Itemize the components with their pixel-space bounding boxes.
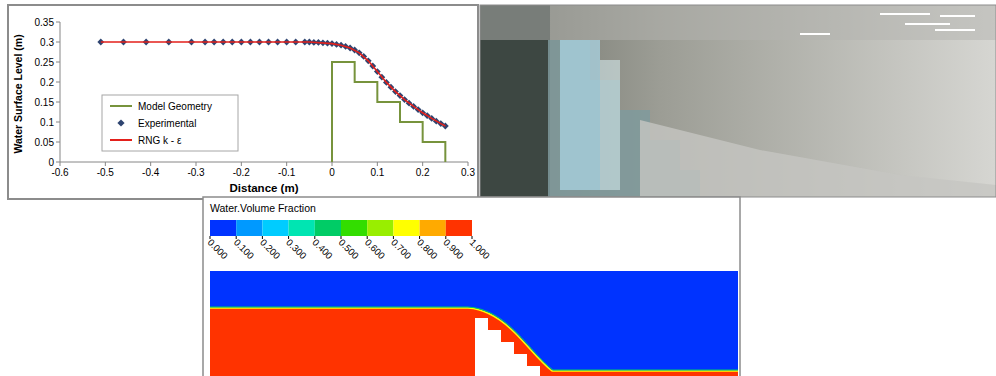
steps [475, 318, 540, 376]
colorbar-label: 1.000 [468, 237, 493, 262]
contour-field [210, 271, 738, 376]
x-tick [105, 162, 106, 166]
y-tick [56, 22, 60, 23]
x-tick [468, 162, 469, 166]
colorbar-label: 0.000 [206, 237, 231, 262]
chart-frame [8, 5, 478, 199]
y-tick-label: 0.3 [40, 37, 54, 48]
photo-flow [560, 40, 600, 190]
legend-swatch [110, 139, 132, 141]
x-tick [286, 162, 287, 166]
x-tick [377, 162, 378, 166]
y-tick [56, 102, 60, 103]
photo-background [480, 5, 996, 197]
x-tick-label: 0 [329, 167, 335, 178]
x-tick-label: -0.5 [97, 167, 115, 178]
photo-light [880, 13, 930, 15]
page: 0 0.05 0.1 0.15 0.2 0.25 0.3 0.35 -0.6 -0.5 -0.4 -0… [0, 0, 996, 376]
legend-swatch [110, 105, 132, 107]
colorbar-label: 0.600 [363, 237, 388, 262]
photo-frame [480, 5, 996, 197]
colorbar-cell [446, 220, 472, 236]
colorbar-cell [341, 220, 367, 236]
x-tick-label: 0.2 [416, 167, 430, 178]
colorbar-cell [236, 220, 262, 236]
legend-swatch [117, 119, 124, 126]
colorbar-label: 0.100 [232, 237, 257, 262]
y-axis [60, 22, 61, 162]
colorbar-label: 0.900 [441, 237, 466, 262]
y-tick [56, 82, 60, 83]
photo-light [940, 15, 975, 17]
colorbar-label: 0.400 [310, 237, 335, 262]
colorbar-cell [289, 220, 315, 236]
water-region [210, 308, 738, 376]
x-tick [150, 162, 151, 166]
colorbar-label: 0.800 [415, 237, 440, 262]
photo-light [935, 29, 975, 31]
colorbar-cell [262, 220, 288, 236]
y-tick [56, 62, 60, 63]
colorbar-label: 0.200 [258, 237, 283, 262]
photo-water [640, 120, 996, 197]
x-tick [422, 162, 423, 166]
legend-label: Model Geometry [138, 101, 212, 112]
y-tick-label: 0.05 [35, 137, 55, 148]
y-tick [56, 162, 60, 163]
x-tick-label: -0.4 [142, 167, 160, 178]
y-tick [56, 122, 60, 123]
y-tick [56, 42, 60, 43]
interface [210, 308, 738, 371]
x-tick [196, 162, 197, 166]
legend-box [102, 95, 238, 151]
legend-label: RNG k - ε [138, 135, 182, 146]
legend-label: Experimental [138, 118, 196, 129]
colorbar-cell [393, 220, 419, 236]
x-tick-label: 0.1 [370, 167, 384, 178]
x-tick [60, 162, 61, 166]
y-axis-label: Water Surface Level (m) [12, 34, 24, 153]
x-tick-label: -0.1 [278, 167, 296, 178]
contour-title: Water.Volume Fraction [210, 202, 316, 214]
series-line [332, 62, 445, 162]
y-tick [56, 142, 60, 143]
colorbar-cell [367, 220, 393, 236]
colorbar-cell [315, 220, 341, 236]
colorbar-label: 0.700 [389, 237, 414, 262]
x-axis-label: Distance (m) [229, 182, 298, 194]
x-tick-label: -0.2 [233, 167, 251, 178]
x-axis [60, 162, 468, 163]
photo-flow [600, 60, 620, 190]
x-tick-label: -0.6 [51, 167, 69, 178]
x-tick-label: -0.3 [187, 167, 205, 178]
colorbar-cell [210, 220, 236, 236]
photo-top [480, 5, 996, 40]
colorbar-label: 0.500 [337, 237, 362, 262]
y-tick-label: 0.1 [40, 117, 54, 128]
colorbar-cell [420, 220, 446, 236]
plot-marks [97, 39, 448, 162]
air-region [210, 271, 738, 376]
y-tick-label: 0.35 [35, 17, 55, 28]
photo-light [905, 23, 950, 25]
colorbar-label: 0.300 [284, 237, 309, 262]
interface [210, 307, 738, 370]
x-tick [241, 162, 242, 166]
contour-frame [203, 197, 740, 376]
photo [480, 5, 996, 197]
x-tick-label: 0.3 [461, 167, 475, 178]
y-tick-label: 0.25 [35, 57, 55, 68]
x-tick [332, 162, 333, 166]
y-tick-label: 0 [48, 157, 54, 168]
y-tick-label: 0.2 [40, 77, 54, 88]
photo-light [800, 33, 830, 35]
y-tick-label: 0.15 [35, 97, 55, 108]
